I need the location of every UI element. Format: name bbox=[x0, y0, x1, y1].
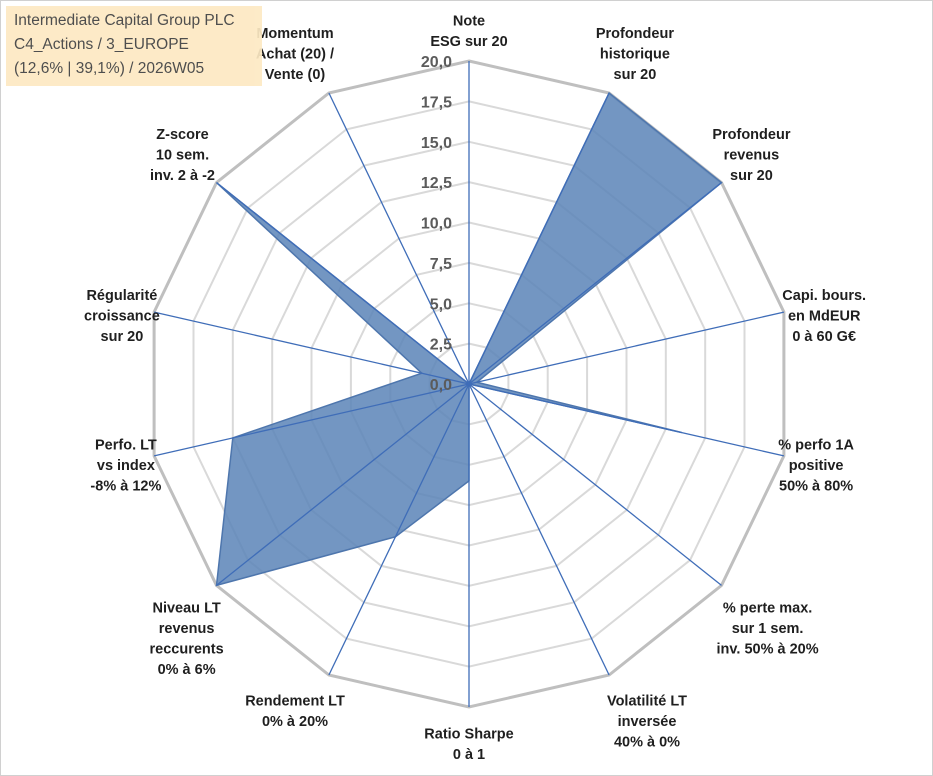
axis-category-label: Profondeur historique sur 20 bbox=[596, 26, 674, 83]
axis-spoke bbox=[216, 383, 470, 586]
axis-category-label: % perfo 1A positive 50% à 80% bbox=[778, 437, 854, 494]
axis-spoke bbox=[468, 383, 610, 676]
axis-spoke bbox=[468, 383, 722, 586]
axis-category-label: Profondeur revenus sur 20 bbox=[712, 127, 790, 184]
axis-category-label: Momentum Achat (20) / Vente (0) bbox=[256, 26, 334, 83]
axis-tick-label: 2,5 bbox=[430, 337, 452, 354]
axis-spoke bbox=[153, 311, 470, 385]
axis-spoke bbox=[328, 92, 470, 385]
axis-tick-label: 10,0 bbox=[421, 216, 452, 233]
axis-spoke bbox=[468, 92, 610, 385]
radar-category-labels: Note ESG sur 20 Profondeur historique sur 20… bbox=[84, 14, 866, 764]
axis-tick-label: 12,5 bbox=[421, 175, 452, 192]
axis-spoke bbox=[328, 383, 470, 676]
axis-category-label: Rendement LT 0% à 20% bbox=[245, 693, 345, 730]
stats-week: (12,6% | 39,1%) / 2026W05 bbox=[14, 60, 205, 77]
axis-spoke bbox=[468, 311, 785, 385]
axis-category-label: Ratio Sharpe 0 à 1 bbox=[424, 727, 513, 764]
radar-spokes bbox=[153, 61, 785, 707]
axis-spoke bbox=[468, 182, 722, 385]
axis-category-label: Capi. bours. en MdEUR 0 à 60 G€ bbox=[782, 288, 866, 345]
axis-category-label: Perfo. LT vs index -8% à 12% bbox=[90, 437, 161, 494]
axis-tick-label: 0,0 bbox=[430, 377, 452, 394]
company-name: Intermediate Capital Group PLC bbox=[14, 12, 235, 29]
info-box: Intermediate Capital Group PLC C4_Action… bbox=[6, 6, 262, 86]
axis-spoke bbox=[153, 383, 470, 457]
axis-category-label: Z-score 10 sem. inv. 2 à -2 bbox=[150, 127, 215, 184]
axis-category-label: Niveau LT revenus reccurents 0% à 6% bbox=[150, 600, 224, 678]
axis-category-label: Volatilité LT inversée 40% à 0% bbox=[607, 693, 687, 750]
axis-tick-label: 17,5 bbox=[421, 94, 452, 111]
portfolio-category: C4_Actions / 3_EUROPE bbox=[14, 36, 189, 53]
axis-category-label: Régularité croissance sur 20 bbox=[84, 288, 160, 345]
axis-spoke bbox=[468, 383, 785, 457]
axis-category-label: % perte max. sur 1 sem. inv. 50% à 20% bbox=[717, 600, 819, 657]
axis-tick-label: 20,0 bbox=[421, 54, 452, 71]
axis-spoke bbox=[216, 182, 470, 385]
axis-tick-label: 7,5 bbox=[430, 256, 452, 273]
axis-tick-label: 5,0 bbox=[430, 296, 452, 313]
radar-tick-labels: 0,0 2,5 5,0 7,5 10,0 12,5 15,0 17,5 20,0 bbox=[421, 54, 452, 394]
axis-category-label: Note ESG sur 20 bbox=[430, 14, 507, 51]
axis-tick-label: 15,0 bbox=[421, 135, 452, 152]
